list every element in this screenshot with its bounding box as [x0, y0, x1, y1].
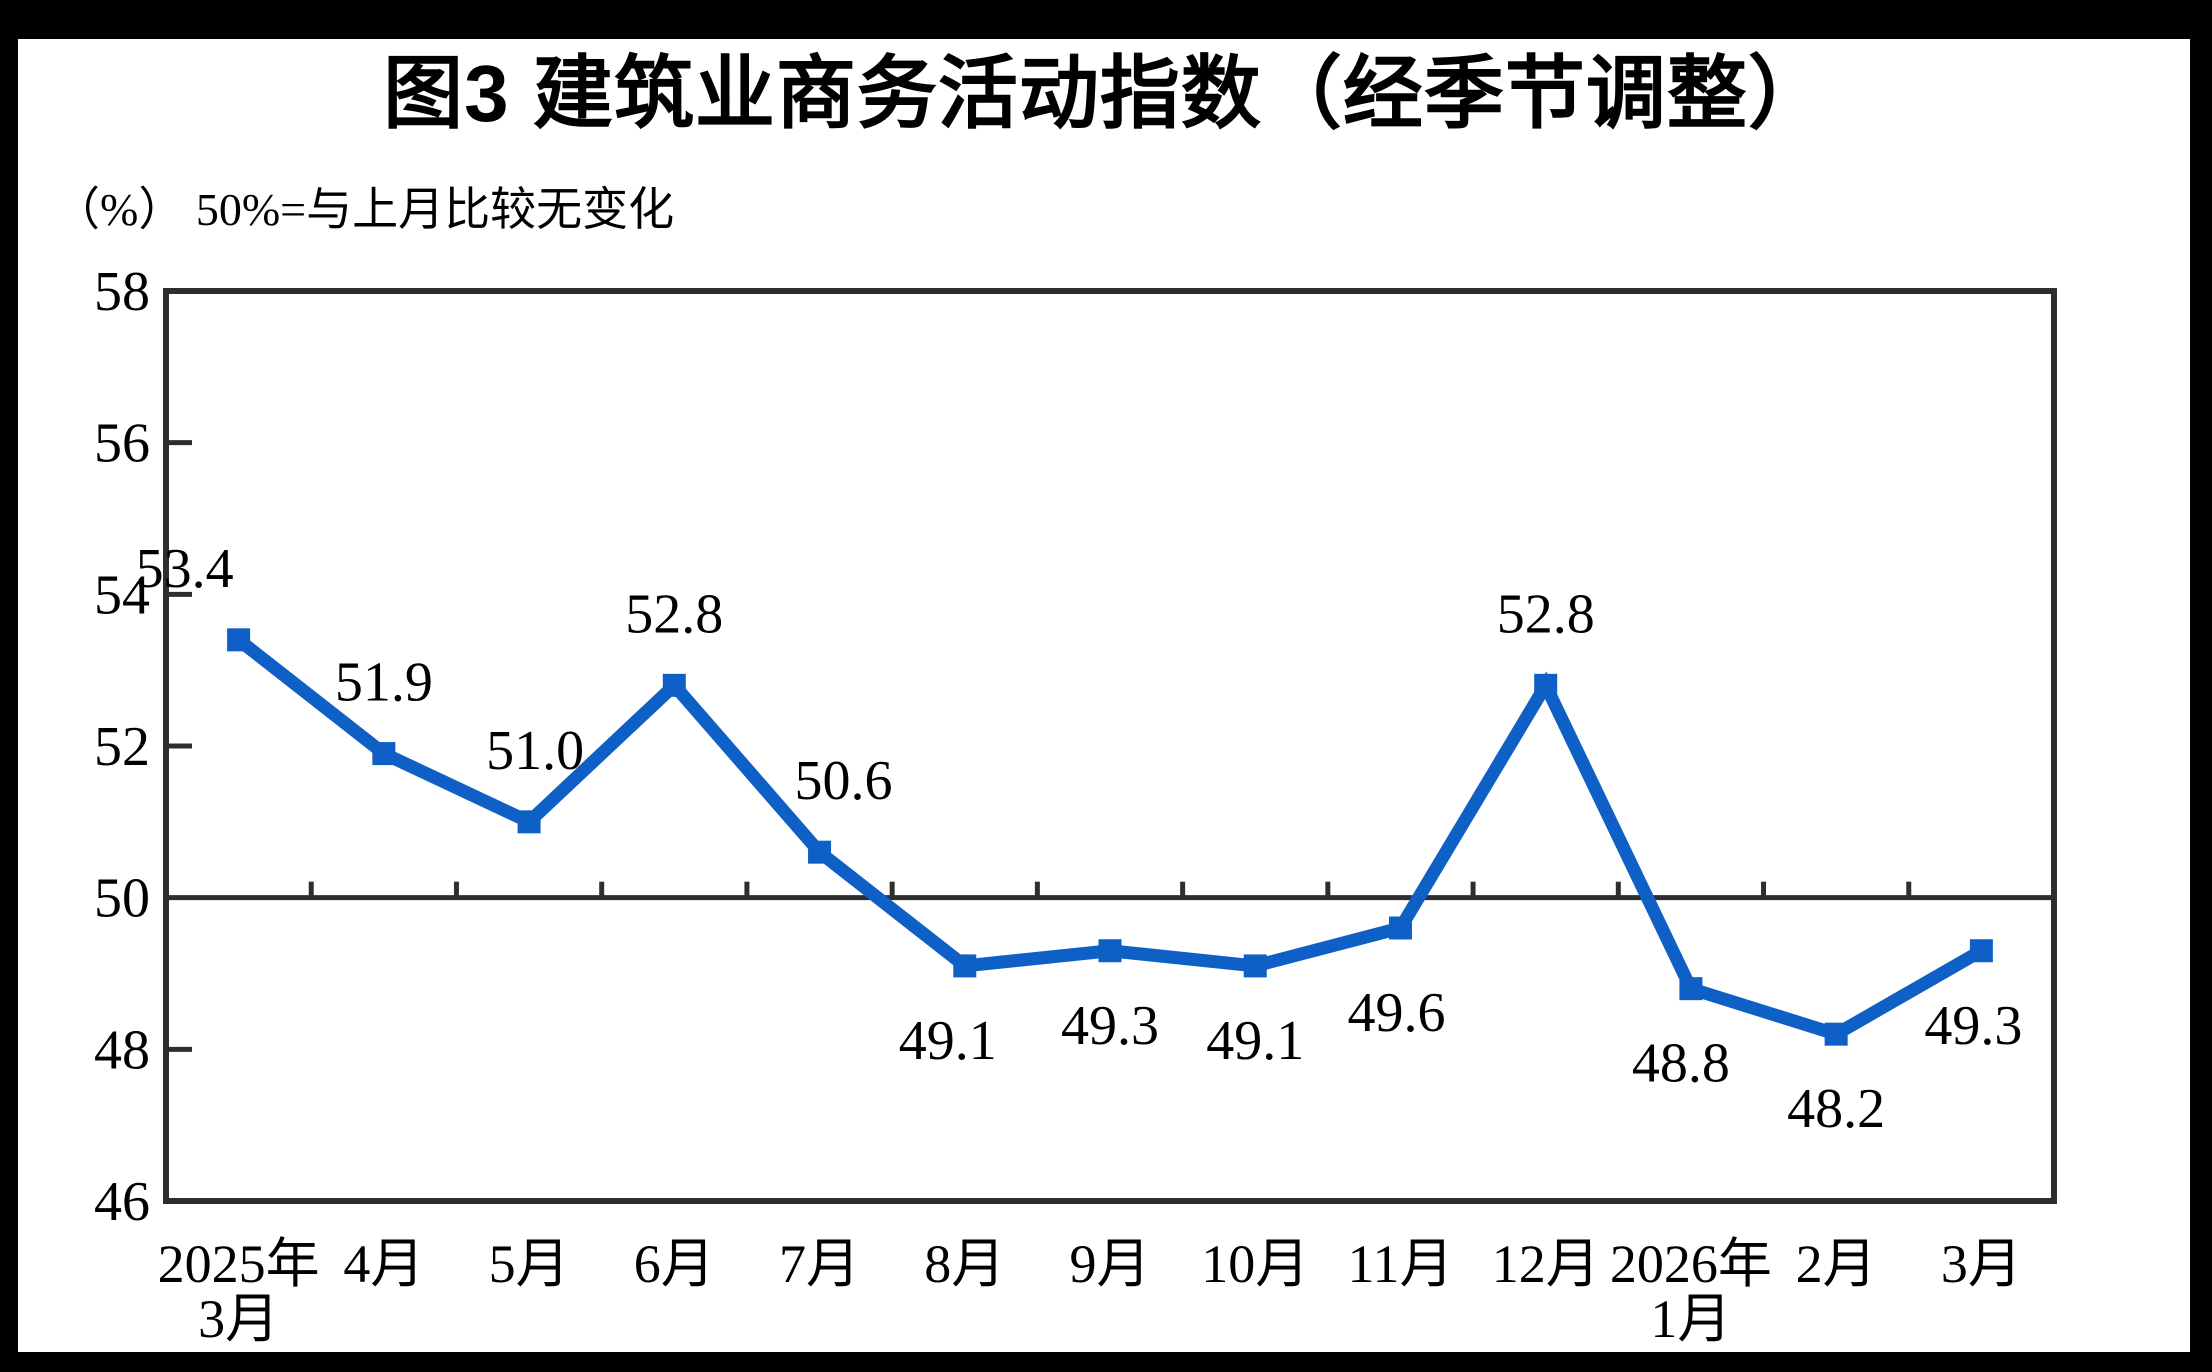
y-axis-label: 54 [94, 564, 150, 626]
data-point-marker [1534, 673, 1558, 697]
data-point-label: 51.0 [486, 720, 584, 782]
x-category-label: 2025年 [158, 1234, 320, 1294]
y-axis-label: 56 [94, 413, 150, 475]
data-point-label: 50.6 [795, 750, 893, 812]
data-point-marker [1824, 1022, 1848, 1046]
data-labels: 53.4 51.9 51.0 52.8 50.6 49.1 49.3 49.1 49.6 52.8… [136, 538, 2023, 1140]
data-point-label: 52.8 [625, 583, 723, 645]
x-category-label: 1月 [1650, 1289, 1731, 1349]
y-axis: 58 56 54 52 50 48 46 [94, 261, 192, 1233]
data-point-marker [808, 840, 832, 864]
y-axis-label: 50 [94, 868, 150, 930]
y-axis-label: 48 [94, 1019, 150, 1081]
x-category-label: 2026年 [1610, 1234, 1772, 1294]
data-point-marker [372, 742, 396, 766]
data-point-marker [953, 954, 977, 978]
x-category-label: 4月 [343, 1234, 424, 1294]
data-point-marker [1679, 977, 1703, 1001]
data-point-marker [1388, 916, 1412, 940]
data-point-label: 48.8 [1632, 1033, 1730, 1095]
x-category-label: 3月 [198, 1289, 279, 1349]
data-point-marker [227, 628, 251, 652]
series-line [234, 634, 1985, 1042]
data-point-label: 49.6 [1347, 982, 1445, 1044]
plot-border [163, 288, 2057, 1204]
chart-title: 图3 建筑业商务活动指数（经季节调整） [383, 49, 1829, 138]
data-point-marker [1969, 939, 1993, 963]
x-category-label: 10月 [1201, 1234, 1309, 1294]
data-point-marker [1243, 954, 1267, 978]
x-category-label: 2月 [1796, 1234, 1877, 1294]
x-category-label: 5月 [489, 1234, 570, 1294]
series [227, 628, 1993, 1046]
data-point-label: 49.1 [1206, 1010, 1304, 1072]
x-category-label: 11月 [1347, 1234, 1453, 1294]
data-point-marker [1098, 939, 1122, 963]
x-category-label: 3月 [1941, 1234, 2022, 1294]
x-category-label: 7月 [779, 1234, 860, 1294]
data-point-marker [662, 673, 686, 697]
data-point-label: 48.2 [1787, 1078, 1885, 1140]
data-point-label: 49.3 [1924, 995, 2022, 1057]
axis-unit-note: （%） 50%=与上月比较无变化 [54, 184, 675, 235]
data-point-label: 53.4 [136, 538, 234, 600]
y-axis-label: 52 [94, 716, 150, 778]
chart-page [18, 39, 2190, 1352]
y-axis-label: 58 [94, 261, 150, 323]
data-point-label: 51.9 [335, 652, 433, 714]
x-category-label: 9月 [1070, 1234, 1151, 1294]
x-category-label: 12月 [1492, 1234, 1600, 1294]
y-axis-label: 46 [94, 1171, 150, 1233]
data-point-label: 49.3 [1061, 995, 1159, 1057]
data-point-marker [517, 810, 541, 834]
x-axis [166, 881, 2054, 901]
x-category-label: 6月 [634, 1234, 715, 1294]
x-category-label: 8月 [924, 1234, 1005, 1294]
data-point-label: 52.8 [1497, 583, 1595, 645]
data-point-label: 49.1 [899, 1010, 997, 1072]
